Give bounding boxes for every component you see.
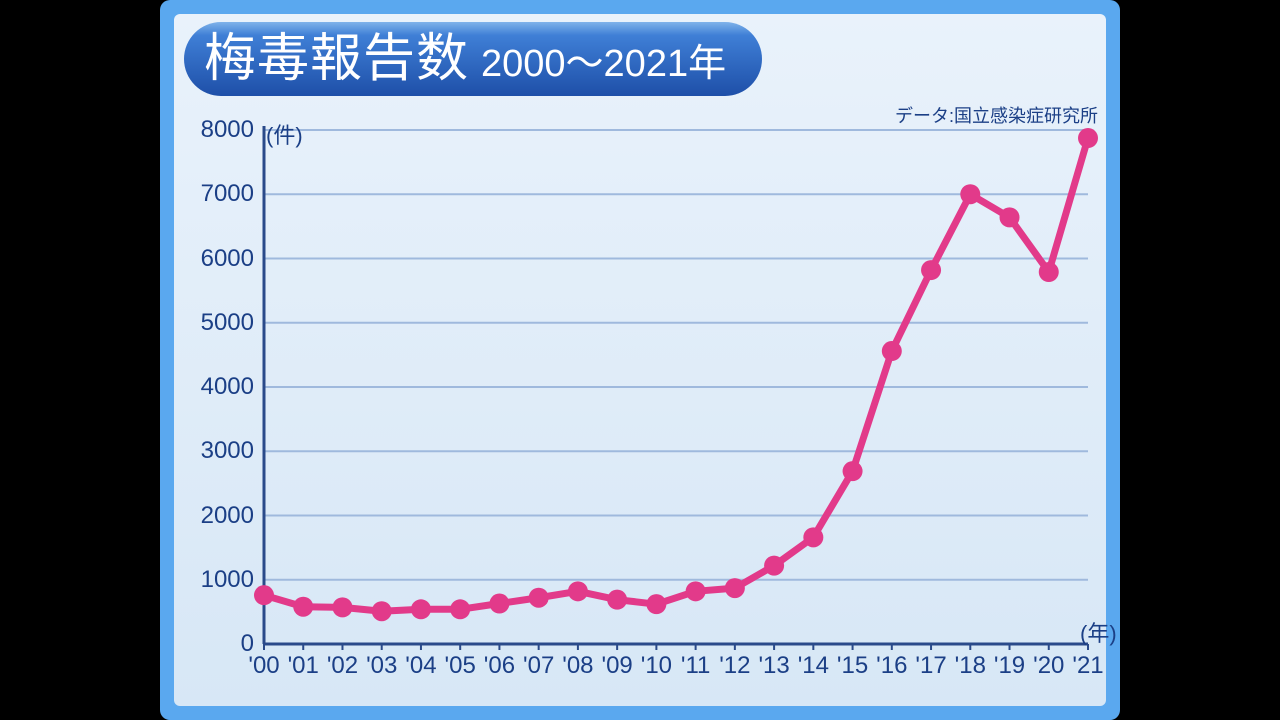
x-tick-label: '11	[681, 652, 711, 680]
x-tick-label: '18	[955, 652, 986, 680]
chart-stage: 梅毒報告数 2000～2021年 データ:国立感染症研究所 0100020003…	[160, 0, 1120, 720]
y-tick-label: 5000	[201, 309, 254, 337]
x-tick-label: '09	[602, 652, 633, 680]
x-tick-label: '05	[445, 652, 476, 680]
y-tick-label: 3000	[201, 437, 254, 465]
y-tick-label: 7000	[201, 180, 254, 208]
x-tick-label: '01	[288, 652, 319, 680]
x-tick-label: '03	[366, 652, 397, 680]
x-tick-label: '14	[798, 652, 829, 680]
x-tick-label: '12	[719, 652, 750, 680]
y-unit-label: (件)	[266, 118, 303, 150]
x-tick-label: '08	[562, 652, 593, 680]
x-tick-label: '13	[758, 652, 789, 680]
chart-svg	[260, 120, 1092, 680]
chart-area: 010002000300040005000600070008000'00'01'…	[260, 120, 1092, 680]
title-main: 梅毒報告数	[204, 22, 469, 96]
title-pill: 梅毒報告数 2000～2021年	[184, 22, 762, 96]
x-tick-label: '19	[994, 652, 1025, 680]
x-tick-label: '21	[1072, 652, 1103, 680]
x-tick-label: '02	[327, 652, 358, 680]
x-tick-label: '10	[641, 652, 672, 680]
x-tick-label: '17	[915, 652, 946, 680]
y-tick-label: 4000	[201, 373, 254, 401]
y-tick-label: 6000	[201, 245, 254, 273]
x-tick-label: '06	[484, 652, 515, 680]
x-tick-label: '20	[1033, 652, 1064, 680]
x-tick-label: '15	[837, 652, 868, 680]
y-tick-label: 1000	[201, 566, 254, 594]
y-tick-label: 2000	[201, 502, 254, 530]
x-unit-label: (年)	[1080, 616, 1117, 648]
x-tick-label: '00	[248, 652, 279, 680]
x-tick-label: '16	[876, 652, 907, 680]
x-tick-label: '07	[523, 652, 554, 680]
y-tick-label: 8000	[201, 116, 254, 144]
x-tick-label: '04	[405, 652, 436, 680]
title-sub: 2000～2021年	[481, 27, 726, 101]
